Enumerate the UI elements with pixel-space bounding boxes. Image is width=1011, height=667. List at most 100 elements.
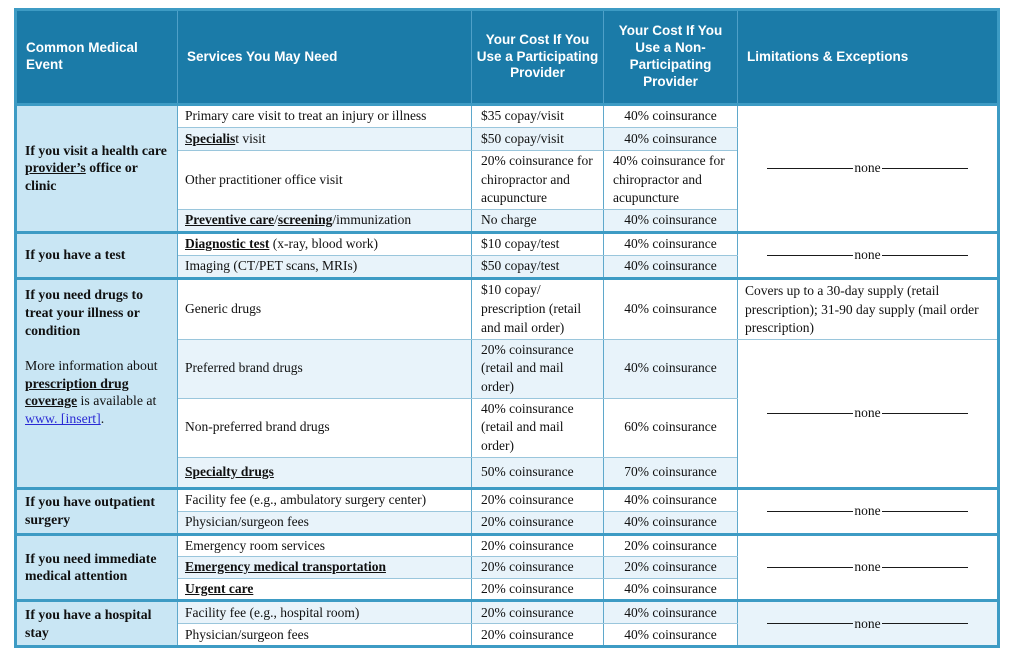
participating-cost-cell: 50% coinsurance [471, 456, 604, 489]
table-row: If you have a hospital stay Facility fee… [15, 599, 999, 648]
service-cell: Diagnostic test (x-ray, blood work) [177, 230, 472, 256]
text-segment: If you need immediate medical attention [25, 550, 157, 584]
participating-cost-cell: 20% coinsurance [471, 599, 604, 625]
glossary-term: Preventive care [185, 212, 275, 228]
table-row: Other practitioner office visit 20% coin… [16, 150, 999, 210]
service-cell: Urgent care [177, 577, 472, 602]
table-row: Specialist visit $50 copay/visit 40% coi… [16, 127, 999, 151]
text-segment: If you have outpatient surgery [25, 494, 155, 527]
non-participating-cost-cell: 40% coinsurance [603, 208, 738, 233]
glossary-term: Urgent care [185, 580, 254, 596]
participating-cost-cell: 20% coinsurance for chiropractor and acu… [471, 150, 604, 210]
participating-cost-cell: $35 copay/visit [471, 103, 604, 128]
service-cell: Specialty drugs [177, 456, 472, 489]
text-segment: Imaging (CT/PET scans, MRIs) [185, 258, 358, 274]
table-header-row: Common Medical Event Services You May Ne… [15, 9, 999, 106]
event-cell-test: If you have a test [15, 230, 178, 279]
table-row: Physician/surgeon fees 20% coinsurance 4… [16, 623, 999, 648]
table-row: Preventive care/screening/immunization N… [16, 208, 999, 233]
limitations-cell: none [737, 486, 999, 535]
none-indicator: none [745, 404, 990, 423]
non-participating-cost-cell: 70% coinsurance [603, 456, 738, 489]
dash-line [881, 623, 968, 625]
event-title: If you need drugs to treat your illness … [25, 286, 144, 338]
none-label: none [854, 404, 881, 420]
service-cell: Emergency room services [177, 532, 472, 558]
non-participating-cost-cell: 20% coinsurance [603, 532, 738, 558]
event-note: More information about prescription drug… [25, 357, 169, 429]
participating-cost-cell: 20% coinsurance [471, 510, 604, 535]
none-indicator: none [745, 502, 990, 521]
column-header-common-medical-event: Common Medical Event [15, 9, 178, 106]
non-participating-cost-cell: 60% coinsurance [603, 397, 738, 458]
event-cell-drugs: If you need drugs to treat your illness … [15, 276, 178, 489]
event-cell-hospital-stay: If you have a hospital stay [15, 599, 178, 648]
text-segment: Primary care visit to treat an injury or… [185, 108, 427, 124]
glossary-term: provider’s [25, 160, 86, 176]
non-participating-cost-cell: 20% coinsurance [603, 556, 738, 579]
service-cell: Physician/surgeon fees [177, 623, 472, 648]
service-cell: Imaging (CT/PET scans, MRIs) [177, 254, 472, 279]
participating-cost-cell: $10 copay/ prescription (retail and mail… [471, 276, 604, 340]
non-participating-cost-cell: 40% coinsurance [603, 623, 738, 648]
none-label: none [854, 247, 881, 263]
text-segment: Generic drugs [185, 301, 262, 316]
column-header-non-participating-cost: Your Cost If You Use a Non-Participating… [603, 9, 738, 106]
event-cell-outpatient-surgery: If you have outpatient surgery [15, 486, 178, 535]
text-segment: If you visit a health care [25, 142, 167, 158]
limitations-cell: none [737, 230, 999, 279]
table-row: Physician/surgeon fees 20% coinsurance 4… [16, 510, 999, 535]
glossary-term: Specialis [185, 130, 236, 146]
dash-line [881, 167, 968, 169]
text-segment: Physician/surgeon fees [185, 513, 309, 529]
text-segment: Physician/surgeon fees [185, 626, 309, 642]
table-row: Imaging (CT/PET scans, MRIs) $50 copay/t… [16, 254, 999, 279]
text-segment: Preferred brand drugs [185, 360, 303, 376]
none-label: none [854, 559, 881, 575]
text-segment: . [100, 411, 105, 427]
text-segment: More information about [25, 357, 158, 373]
service-cell: Generic drugs [177, 276, 472, 340]
none-indicator: none [745, 615, 990, 634]
text-segment: /immunization [332, 212, 412, 228]
dash-line [767, 566, 854, 568]
service-cell: Preferred brand drugs [177, 338, 472, 399]
dash-line [881, 566, 968, 568]
non-participating-cost-cell: 40% coinsurance [603, 510, 738, 535]
none-indicator: none [745, 558, 990, 577]
none-indicator: none [745, 246, 990, 265]
glossary-term: Diagnostic test [185, 236, 270, 252]
limitations-cell: Covers up to a 30-day supply (retail pre… [737, 276, 999, 340]
text-segment: If you have a hospital stay [25, 606, 152, 640]
non-participating-cost-cell: 40% coinsurance [603, 486, 738, 512]
participating-cost-cell: No charge [471, 208, 604, 233]
table-row: If you visit a health care provider’s of… [15, 103, 999, 233]
glossary-term: Specialty drugs [185, 463, 274, 479]
table-row: If you have outpatient surgery Facility … [15, 486, 999, 535]
service-cell: Physician/surgeon fees [177, 510, 472, 535]
non-participating-cost-cell: 40% coinsurance [603, 254, 738, 279]
dash-line [767, 254, 854, 256]
glossary-term: prescription drug coverage [25, 375, 129, 409]
column-header-limitations: Limitations & Exceptions [737, 9, 999, 106]
dash-line [767, 510, 854, 512]
limitations-cell: none [737, 532, 999, 602]
event-cell-office-visit: If you visit a health care provider’s of… [15, 103, 178, 233]
limitations-cell: none [737, 103, 999, 233]
limitations-cell: none [737, 338, 999, 489]
table-row: If you need immediate medical attention … [15, 532, 999, 602]
table-row: Emergency medical transportation 20% coi… [16, 556, 999, 579]
benefits-summary-page: Common Medical Event Services You May Ne… [14, 8, 1000, 649]
limitations-cell: none [737, 599, 999, 648]
table-row: Preferred brand drugs 20% coinsurance (r… [16, 338, 999, 489]
participating-cost-cell: 40% coinsurance (retail and mail order) [471, 397, 604, 458]
service-cell: Other practitioner office visit [177, 150, 472, 210]
participating-cost-cell: 20% coinsurance [471, 532, 604, 558]
dash-line [767, 412, 854, 414]
participating-cost-cell: 20% coinsurance [471, 486, 604, 512]
insert-url-link[interactable]: www. [insert] [25, 411, 101, 427]
table-row: Specialty drugs 50% coinsurance 70% coin… [16, 456, 999, 489]
participating-cost-cell: 20% coinsurance [471, 556, 604, 579]
participating-cost-cell: 20% coinsurance [471, 623, 604, 648]
non-participating-cost-cell: 40% coinsurance [603, 103, 738, 128]
